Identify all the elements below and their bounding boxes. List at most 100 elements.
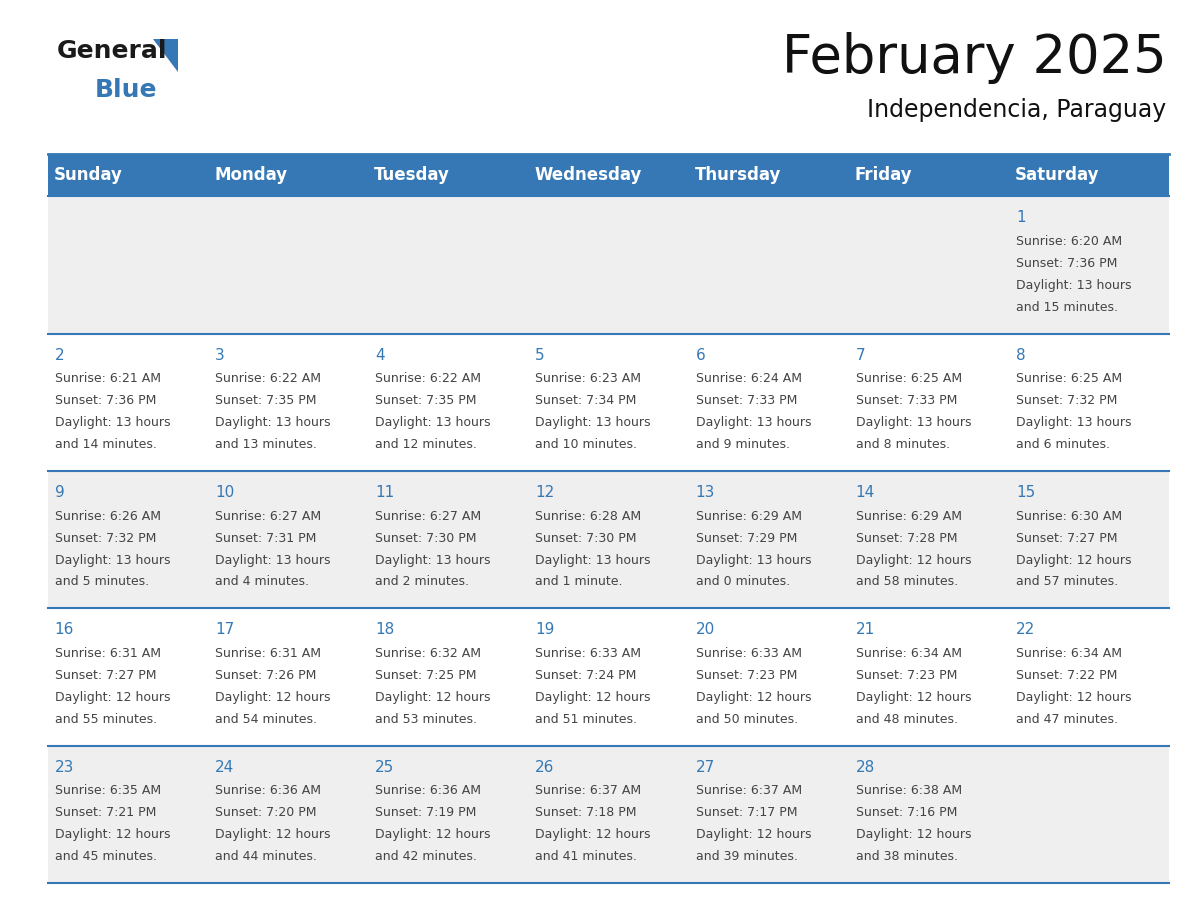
Text: Sunset: 7:33 PM: Sunset: 7:33 PM [855, 394, 958, 408]
Text: Sunset: 7:36 PM: Sunset: 7:36 PM [1016, 257, 1118, 270]
Text: Sunset: 7:23 PM: Sunset: 7:23 PM [855, 669, 958, 682]
Text: 5: 5 [536, 348, 545, 363]
Text: Sunset: 7:30 PM: Sunset: 7:30 PM [375, 532, 476, 544]
Text: Sunrise: 6:36 AM: Sunrise: 6:36 AM [215, 784, 321, 797]
Text: Sunrise: 6:31 AM: Sunrise: 6:31 AM [215, 647, 321, 660]
Text: Sunset: 7:27 PM: Sunset: 7:27 PM [1016, 532, 1118, 544]
Text: Independencia, Paraguay: Independencia, Paraguay [867, 98, 1167, 122]
Text: Daylight: 13 hours: Daylight: 13 hours [215, 554, 330, 566]
Text: Sunset: 7:25 PM: Sunset: 7:25 PM [375, 669, 476, 682]
Text: Sunset: 7:32 PM: Sunset: 7:32 PM [55, 532, 156, 544]
Text: and 8 minutes.: and 8 minutes. [855, 438, 950, 451]
Text: Sunset: 7:23 PM: Sunset: 7:23 PM [695, 669, 797, 682]
Text: 20: 20 [695, 622, 715, 637]
Text: Sunrise: 6:32 AM: Sunrise: 6:32 AM [375, 647, 481, 660]
Text: 19: 19 [536, 622, 555, 637]
Text: Daylight: 13 hours: Daylight: 13 hours [55, 554, 170, 566]
Text: Sunrise: 6:29 AM: Sunrise: 6:29 AM [695, 509, 802, 522]
Text: Daylight: 12 hours: Daylight: 12 hours [1016, 554, 1131, 566]
Text: Sunrise: 6:34 AM: Sunrise: 6:34 AM [1016, 647, 1121, 660]
Text: 11: 11 [375, 485, 394, 499]
Text: Daylight: 12 hours: Daylight: 12 hours [55, 828, 170, 841]
Text: 13: 13 [695, 485, 715, 499]
Text: Daylight: 13 hours: Daylight: 13 hours [375, 416, 491, 430]
Text: and 2 minutes.: and 2 minutes. [375, 576, 469, 588]
Text: February 2025: February 2025 [782, 32, 1167, 84]
Text: Daylight: 12 hours: Daylight: 12 hours [55, 691, 170, 704]
Text: 15: 15 [1016, 485, 1035, 499]
Text: Sunset: 7:35 PM: Sunset: 7:35 PM [215, 394, 316, 408]
Text: Sunrise: 6:20 AM: Sunrise: 6:20 AM [1016, 235, 1123, 248]
Text: and 55 minutes.: and 55 minutes. [55, 712, 157, 726]
Text: Sunrise: 6:33 AM: Sunrise: 6:33 AM [695, 647, 802, 660]
Text: 23: 23 [55, 759, 74, 775]
Text: 27: 27 [695, 759, 715, 775]
Text: and 12 minutes.: and 12 minutes. [375, 438, 478, 451]
Text: Sunset: 7:24 PM: Sunset: 7:24 PM [536, 669, 637, 682]
Text: Sunrise: 6:33 AM: Sunrise: 6:33 AM [536, 647, 642, 660]
Text: 2: 2 [55, 348, 64, 363]
Text: Saturday: Saturday [1016, 166, 1100, 185]
Text: 8: 8 [1016, 348, 1025, 363]
Text: and 45 minutes.: and 45 minutes. [55, 850, 157, 863]
Text: Sunset: 7:21 PM: Sunset: 7:21 PM [55, 806, 156, 819]
Text: General: General [57, 39, 168, 63]
Text: Sunset: 7:31 PM: Sunset: 7:31 PM [215, 532, 316, 544]
Text: and 42 minutes.: and 42 minutes. [375, 850, 478, 863]
Text: and 10 minutes.: and 10 minutes. [536, 438, 637, 451]
Text: and 39 minutes.: and 39 minutes. [695, 850, 797, 863]
Text: Sunset: 7:27 PM: Sunset: 7:27 PM [55, 669, 157, 682]
Text: Sunset: 7:29 PM: Sunset: 7:29 PM [695, 532, 797, 544]
Text: Sunrise: 6:24 AM: Sunrise: 6:24 AM [695, 372, 802, 386]
Text: and 13 minutes.: and 13 minutes. [215, 438, 317, 451]
Text: and 57 minutes.: and 57 minutes. [1016, 576, 1118, 588]
Text: 9: 9 [55, 485, 64, 499]
Text: Daylight: 13 hours: Daylight: 13 hours [536, 554, 651, 566]
Text: Sunrise: 6:37 AM: Sunrise: 6:37 AM [536, 784, 642, 797]
Text: and 4 minutes.: and 4 minutes. [215, 576, 309, 588]
Text: Blue: Blue [95, 78, 158, 102]
Text: 25: 25 [375, 759, 394, 775]
Text: Daylight: 13 hours: Daylight: 13 hours [1016, 279, 1131, 292]
Text: Sunset: 7:32 PM: Sunset: 7:32 PM [1016, 394, 1118, 408]
Text: and 14 minutes.: and 14 minutes. [55, 438, 157, 451]
Text: Sunrise: 6:25 AM: Sunrise: 6:25 AM [855, 372, 962, 386]
Text: Tuesday: Tuesday [374, 166, 450, 185]
Text: and 58 minutes.: and 58 minutes. [855, 576, 958, 588]
Text: Sunset: 7:16 PM: Sunset: 7:16 PM [855, 806, 958, 819]
Text: Friday: Friday [855, 166, 912, 185]
Text: Sunrise: 6:34 AM: Sunrise: 6:34 AM [855, 647, 962, 660]
Text: 10: 10 [215, 485, 234, 499]
Text: and 0 minutes.: and 0 minutes. [695, 576, 790, 588]
Text: Sunset: 7:20 PM: Sunset: 7:20 PM [215, 806, 316, 819]
Text: Daylight: 12 hours: Daylight: 12 hours [536, 828, 651, 841]
Text: Sunrise: 6:25 AM: Sunrise: 6:25 AM [1016, 372, 1123, 386]
Text: 16: 16 [55, 622, 74, 637]
Text: Sunrise: 6:27 AM: Sunrise: 6:27 AM [375, 509, 481, 522]
Text: and 47 minutes.: and 47 minutes. [1016, 712, 1118, 726]
Text: Sunset: 7:26 PM: Sunset: 7:26 PM [215, 669, 316, 682]
Text: Sunrise: 6:23 AM: Sunrise: 6:23 AM [536, 372, 642, 386]
Text: Daylight: 12 hours: Daylight: 12 hours [375, 691, 491, 704]
Text: Daylight: 12 hours: Daylight: 12 hours [855, 828, 972, 841]
Text: Daylight: 13 hours: Daylight: 13 hours [536, 416, 651, 430]
Text: and 9 minutes.: and 9 minutes. [695, 438, 790, 451]
Text: Sunrise: 6:28 AM: Sunrise: 6:28 AM [536, 509, 642, 522]
Text: Daylight: 13 hours: Daylight: 13 hours [55, 416, 170, 430]
Text: and 1 minute.: and 1 minute. [536, 576, 623, 588]
Text: Sunset: 7:19 PM: Sunset: 7:19 PM [375, 806, 476, 819]
Text: 14: 14 [855, 485, 876, 499]
Text: 26: 26 [536, 759, 555, 775]
Text: Sunrise: 6:30 AM: Sunrise: 6:30 AM [1016, 509, 1123, 522]
Text: 24: 24 [215, 759, 234, 775]
Text: 17: 17 [215, 622, 234, 637]
Text: and 44 minutes.: and 44 minutes. [215, 850, 317, 863]
Text: Sunrise: 6:29 AM: Sunrise: 6:29 AM [855, 509, 962, 522]
Text: Sunset: 7:36 PM: Sunset: 7:36 PM [55, 394, 156, 408]
Text: and 53 minutes.: and 53 minutes. [375, 712, 478, 726]
Text: Sunset: 7:17 PM: Sunset: 7:17 PM [695, 806, 797, 819]
Text: Daylight: 13 hours: Daylight: 13 hours [695, 554, 811, 566]
Text: 28: 28 [855, 759, 876, 775]
Text: Daylight: 12 hours: Daylight: 12 hours [695, 828, 811, 841]
Text: 6: 6 [695, 348, 706, 363]
